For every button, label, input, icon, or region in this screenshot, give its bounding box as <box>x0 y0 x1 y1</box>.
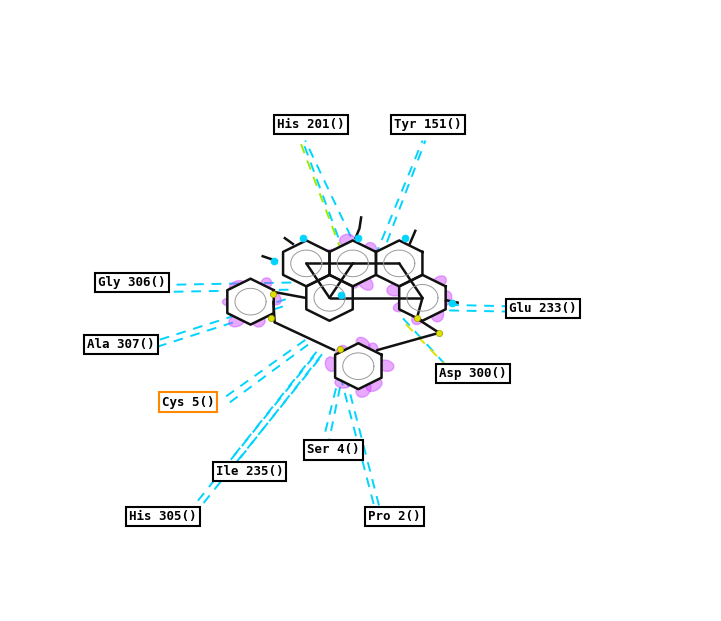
Ellipse shape <box>412 312 424 325</box>
Ellipse shape <box>356 381 371 397</box>
Polygon shape <box>335 343 381 389</box>
Text: Tyr 151(): Tyr 151() <box>394 118 462 131</box>
Ellipse shape <box>431 306 443 322</box>
Ellipse shape <box>387 284 404 296</box>
Ellipse shape <box>408 270 423 282</box>
Text: His 201(): His 201() <box>277 118 345 131</box>
Polygon shape <box>329 240 376 286</box>
Ellipse shape <box>367 343 378 356</box>
Ellipse shape <box>325 357 337 371</box>
Polygon shape <box>283 240 329 286</box>
Text: Glu 233(): Glu 233() <box>509 302 577 315</box>
Ellipse shape <box>267 291 281 305</box>
Ellipse shape <box>335 378 350 388</box>
Polygon shape <box>306 275 353 321</box>
Ellipse shape <box>358 275 373 290</box>
Text: Ala 307(): Ala 307() <box>87 338 154 351</box>
Text: Ile 235(): Ile 235() <box>216 465 283 478</box>
Text: Ser 4(): Ser 4() <box>307 443 360 456</box>
Ellipse shape <box>373 259 387 270</box>
Ellipse shape <box>321 250 337 261</box>
Polygon shape <box>399 275 446 321</box>
Text: Gly 306(): Gly 306() <box>98 276 166 289</box>
Text: His 305(): His 305() <box>129 510 197 524</box>
Ellipse shape <box>252 315 265 327</box>
Ellipse shape <box>335 345 348 360</box>
Ellipse shape <box>378 360 394 371</box>
Text: Asp 300(): Asp 300() <box>439 367 507 380</box>
Ellipse shape <box>320 271 336 283</box>
Ellipse shape <box>229 315 245 327</box>
Polygon shape <box>227 279 274 325</box>
Ellipse shape <box>344 278 358 289</box>
Ellipse shape <box>364 243 377 256</box>
Ellipse shape <box>261 278 272 289</box>
Ellipse shape <box>366 379 382 391</box>
Polygon shape <box>376 240 423 286</box>
Ellipse shape <box>439 291 452 306</box>
Ellipse shape <box>394 301 410 312</box>
Ellipse shape <box>229 281 246 293</box>
Text: Pro 2(): Pro 2() <box>368 510 421 524</box>
Text: Cys 5(): Cys 5() <box>162 396 214 409</box>
Ellipse shape <box>223 298 237 307</box>
Ellipse shape <box>340 234 355 247</box>
Ellipse shape <box>356 337 370 351</box>
Ellipse shape <box>431 276 446 289</box>
